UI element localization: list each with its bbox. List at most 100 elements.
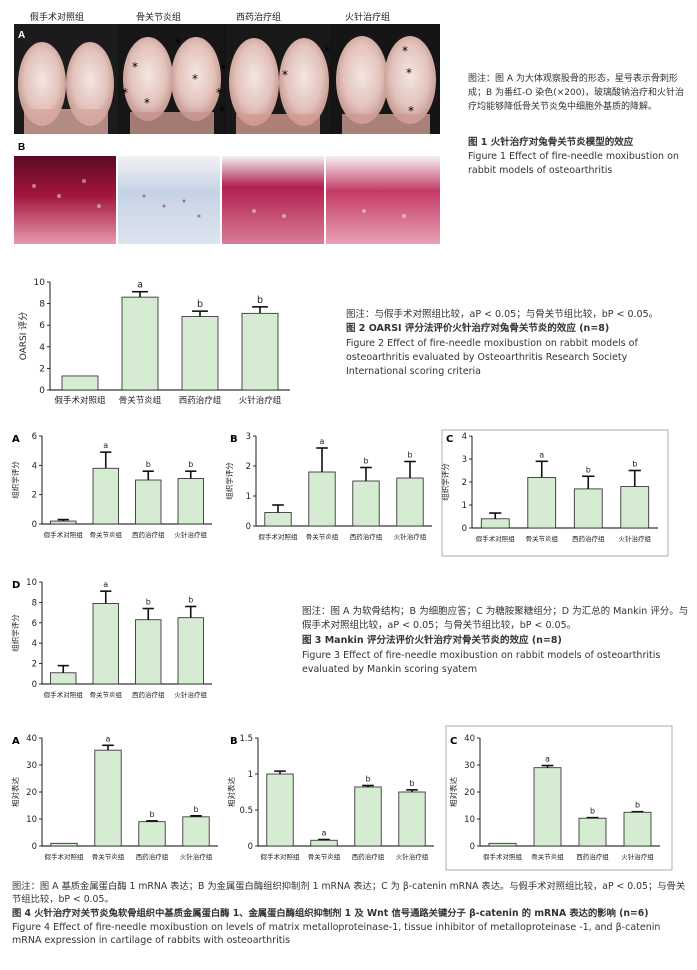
fig3-title-cn-text: 图 3 Mankin 评分法评价火针治疗对骨关节炎的效应 (302, 635, 529, 646)
x-tick-label: 西药治疗组 (132, 530, 165, 539)
fig2-caption-note: 图注：与假手术对照组比较，aP < 0.05；与骨关节组比较，bP < 0.05… (346, 309, 659, 320)
panel-label: C (450, 736, 457, 747)
y-tick-label: 0 (32, 842, 37, 852)
femur-photo-strip (14, 24, 440, 134)
y-tick-label: 0 (32, 680, 37, 690)
femur-drug (226, 24, 330, 134)
significance-mark: b (188, 460, 193, 469)
significance-mark: b (632, 460, 637, 469)
x-tick-label: 火针治疗组 (394, 532, 427, 541)
y-tick-label: 30 (464, 761, 475, 771)
y-tick-label: 8 (32, 598, 37, 608)
safranin-o-histology (14, 156, 440, 244)
bar (177, 478, 204, 525)
significance-mark: a (539, 450, 544, 459)
y-tick-label: 0.5 (239, 806, 253, 816)
osteophyte-star: * (144, 96, 150, 110)
x-tick-label: 火针治疗组 (175, 690, 208, 699)
osteophyte-star: * (406, 66, 412, 80)
osteophyte-star: * (122, 86, 128, 100)
bar (623, 811, 652, 847)
femur-sham (14, 24, 118, 134)
bar (620, 486, 650, 529)
fig2-title-n: (n=8) (579, 323, 610, 334)
y-tick-label: 2 (246, 462, 251, 472)
bar (308, 471, 336, 527)
bar (398, 791, 426, 847)
significance-mark: b (409, 779, 414, 788)
fig2-title-cn-text: 图 2 OARSI 评分法评价火针治疗对兔骨关节炎的效应 (346, 323, 576, 334)
bar (310, 839, 338, 847)
x-tick-label: 假手术对照组 (483, 852, 523, 861)
osteophyte-star: * (132, 60, 138, 74)
y-tick-label: 0 (462, 524, 467, 534)
fig4-title-en: Figure 4 Effect of fire-needle moxibusti… (12, 922, 661, 946)
x-tick-label: 骨关节炎组 (526, 534, 559, 543)
fig2-title-cn: 图 2 OARSI 评分法评价火针治疗对兔骨关节炎的效应 (n=8) (346, 322, 686, 336)
significance-mark: a (545, 755, 550, 764)
bar (135, 479, 162, 525)
bar (92, 603, 119, 685)
y-tick-label: 2 (32, 491, 37, 501)
histology-sham (14, 156, 116, 244)
gross-observation-photos: A * * * * * * * * * * * * * (14, 24, 440, 134)
y-axis-label: 相对表达 (10, 777, 20, 807)
bar (50, 520, 77, 525)
significance-mark: b (188, 595, 193, 604)
panel-label: C (446, 434, 453, 445)
significance-mark: b (635, 801, 640, 810)
x-tick-label: 骨关节炎组 (308, 852, 341, 861)
osteophyte-star: * (282, 68, 288, 82)
bar (480, 518, 510, 529)
fig1-panel-label-a: A (18, 30, 26, 41)
femur-oa (120, 24, 224, 134)
bar (94, 749, 122, 847)
x-tick-label: 西药治疗组 (132, 690, 165, 699)
significance-mark: b (365, 775, 370, 784)
x-tick-label: 假手术对照组 (259, 532, 299, 541)
y-tick-label: 6 (39, 321, 45, 331)
y-tick-label: 10 (34, 278, 46, 288)
fig4-title-cn: 图 4 火针治疗对关节炎兔软骨组织中基质金属蛋白酶 1、金属蛋白酶组织抑制剂 1… (12, 907, 692, 920)
y-tick-label: 10 (464, 815, 475, 825)
osteophyte-star: * (402, 44, 408, 58)
bar (92, 467, 119, 525)
y-tick-label: 10 (26, 578, 37, 588)
fig1-group-label: 假手术对照组 (30, 13, 85, 23)
histology-drug (222, 156, 324, 244)
y-axis-label: 组织学评分 (440, 463, 450, 501)
bar (50, 672, 77, 685)
bar (138, 821, 166, 847)
osteophyte-star: * (219, 104, 225, 118)
y-tick-label: 30 (26, 761, 37, 771)
x-tick-label: 西药治疗组 (350, 532, 383, 541)
significance-mark: a (322, 829, 327, 838)
fig4-title-cn-text: 图 4 火针治疗对关节炎兔软骨组织中基质金属蛋白酶 1、金属蛋白酶组织抑制剂 1… (12, 908, 616, 919)
bar (533, 767, 562, 847)
y-tick-label: 10 (26, 815, 37, 825)
y-tick-label: 1 (462, 501, 467, 511)
histology-fire-needle (326, 156, 440, 244)
panel-label: B (230, 736, 238, 747)
y-axis-label: 相对表达 (226, 777, 236, 807)
fig1-title-cn: 图 1 火针治疗对兔骨关节炎模型的效应 (468, 137, 634, 148)
bar (527, 477, 557, 529)
chart-frame (445, 725, 673, 871)
y-tick-label: 0 (248, 842, 253, 852)
significance-mark: b (146, 460, 151, 469)
significance-mark: b (363, 457, 368, 466)
fig1-group-label: 骨关节炎组 (136, 13, 182, 23)
bar (578, 817, 607, 847)
y-tick-label: 3 (462, 455, 467, 465)
fig4-caption-note: 图注：图 A 基质金属蛋白酶 1 mRNA 表达；B 为金属蛋白酶组织抑制剂 1… (12, 881, 686, 905)
fig3-title-en: Figure 3 Effect of fire-needle moxibusti… (302, 650, 661, 675)
y-tick-label: 2 (32, 660, 37, 670)
x-tick-label: 假手术对照组 (45, 852, 85, 861)
histology-oa (118, 156, 220, 244)
